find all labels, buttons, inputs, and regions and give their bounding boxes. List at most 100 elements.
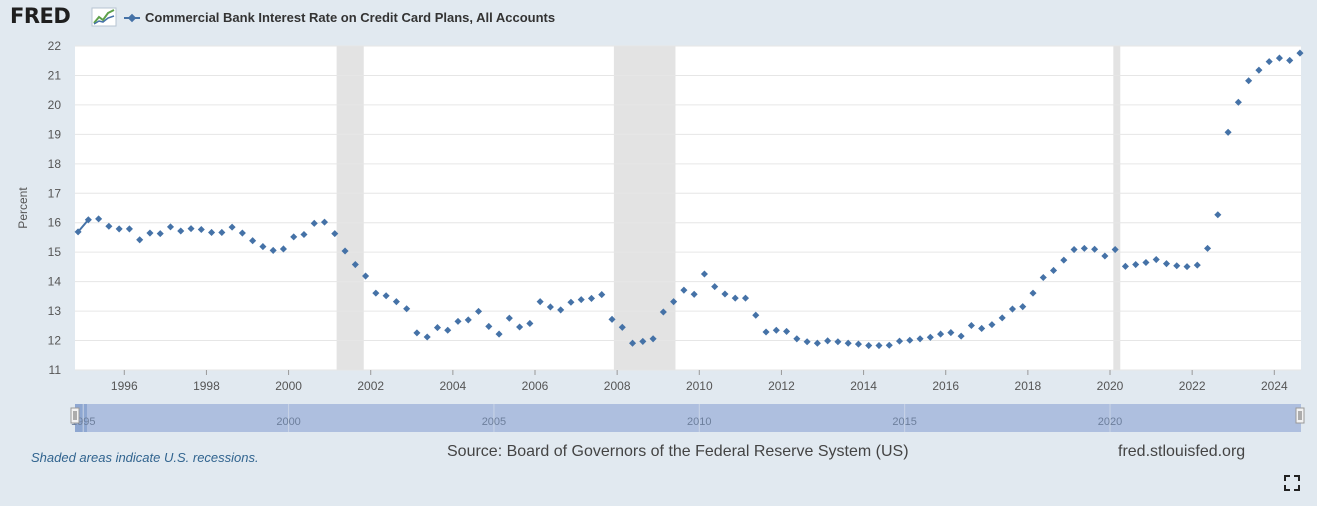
data-point[interactable]	[115, 225, 123, 233]
data-point[interactable]	[341, 247, 349, 255]
data-point[interactable]	[567, 298, 575, 306]
data-point[interactable]	[813, 339, 821, 347]
data-point[interactable]	[454, 317, 462, 325]
data-point[interactable]	[978, 324, 986, 333]
data-point[interactable]	[988, 321, 996, 329]
data-point[interactable]	[762, 328, 770, 336]
data-point[interactable]	[166, 223, 175, 231]
data-point[interactable]	[854, 340, 862, 348]
data-point[interactable]	[1019, 303, 1027, 311]
data-point[interactable]	[824, 337, 832, 345]
data-point[interactable]	[300, 230, 308, 239]
data-point[interactable]	[885, 341, 893, 349]
data-point[interactable]	[793, 335, 801, 343]
fred-logo[interactable]: FRED	[10, 4, 71, 28]
data-point[interactable]	[362, 272, 370, 280]
data-point[interactable]	[752, 311, 760, 319]
data-point[interactable]	[187, 225, 195, 233]
data-point[interactable]	[639, 337, 647, 345]
data-point[interactable]	[670, 298, 678, 306]
data-point[interactable]	[700, 270, 708, 278]
data-point[interactable]	[618, 323, 626, 331]
data-point[interactable]	[598, 291, 606, 299]
data-point[interactable]	[834, 338, 842, 346]
data-point[interactable]	[423, 333, 431, 341]
data-point[interactable]	[320, 218, 329, 226]
data-point[interactable]	[505, 314, 513, 322]
data-point[interactable]	[731, 294, 739, 302]
data-point[interactable]	[772, 326, 780, 334]
data-point[interactable]	[197, 225, 205, 234]
data-point[interactable]	[228, 223, 236, 231]
data-point[interactable]	[474, 307, 483, 315]
data-point[interactable]	[433, 324, 441, 332]
data-point[interactable]	[290, 233, 298, 241]
data-point[interactable]	[895, 337, 904, 345]
data-point[interactable]	[269, 246, 277, 254]
data-point[interactable]	[721, 290, 729, 298]
data-point[interactable]	[711, 283, 719, 291]
navigator-left-handle[interactable]	[70, 407, 80, 424]
data-point[interactable]	[279, 245, 287, 253]
data-point[interactable]	[74, 228, 82, 236]
data-point[interactable]	[392, 298, 400, 306]
data-point[interactable]	[372, 289, 380, 297]
data-point[interactable]	[177, 227, 185, 235]
data-point[interactable]	[238, 229, 246, 237]
data-point[interactable]	[382, 292, 390, 300]
data-point[interactable]	[84, 216, 92, 224]
data-point[interactable]	[125, 225, 133, 233]
data-point[interactable]	[865, 342, 873, 350]
data-point[interactable]	[926, 333, 934, 341]
data-point[interactable]	[546, 303, 554, 311]
data-point[interactable]	[444, 326, 452, 334]
data-point[interactable]	[495, 330, 503, 338]
data-point[interactable]	[937, 330, 945, 338]
data-point[interactable]	[136, 236, 144, 244]
data-point[interactable]	[649, 335, 657, 343]
data-point[interactable]	[629, 339, 637, 347]
data-point[interactable]	[690, 290, 698, 298]
data-point[interactable]	[403, 305, 411, 313]
site-url[interactable]: fred.stlouisfed.org	[1118, 443, 1246, 460]
data-point[interactable]	[957, 332, 965, 340]
data-point[interactable]	[516, 323, 524, 331]
data-point[interactable]	[331, 230, 339, 238]
data-point[interactable]	[105, 222, 113, 230]
data-point[interactable]	[803, 338, 811, 346]
data-point[interactable]	[156, 230, 164, 238]
data-point[interactable]	[1008, 305, 1017, 313]
data-point[interactable]	[998, 314, 1006, 322]
data-point[interactable]	[587, 294, 596, 302]
data-point[interactable]	[464, 316, 472, 324]
data-point[interactable]	[577, 296, 585, 304]
data-point[interactable]	[947, 329, 955, 337]
data-point[interactable]	[906, 336, 914, 344]
data-point[interactable]	[967, 321, 975, 330]
data-point[interactable]	[218, 228, 226, 236]
data-point[interactable]	[608, 315, 616, 323]
data-point[interactable]	[526, 319, 534, 327]
data-point[interactable]	[680, 286, 688, 294]
navigator-track[interactable]	[75, 404, 1301, 432]
data-point[interactable]	[741, 294, 750, 302]
data-point[interactable]	[95, 215, 103, 223]
range-navigator[interactable]: 1995 2000 2005 2010 2015 2020	[70, 404, 1305, 432]
data-point[interactable]	[916, 335, 924, 343]
data-point[interactable]	[844, 339, 852, 347]
data-point[interactable]	[146, 229, 154, 237]
data-point[interactable]	[485, 322, 493, 330]
expand-icon[interactable]	[1283, 474, 1301, 492]
data-point[interactable]	[536, 298, 544, 306]
data-point[interactable]	[413, 329, 421, 337]
data-point[interactable]	[351, 261, 359, 269]
data-point[interactable]	[783, 327, 791, 335]
navigator-right-handle[interactable]	[1295, 407, 1305, 424]
data-point[interactable]	[249, 237, 257, 245]
data-point[interactable]	[208, 228, 216, 236]
data-point[interactable]	[875, 342, 883, 350]
data-point[interactable]	[259, 243, 267, 251]
data-point[interactable]	[310, 219, 318, 227]
data-point[interactable]	[557, 306, 565, 314]
data-point[interactable]	[659, 308, 667, 316]
